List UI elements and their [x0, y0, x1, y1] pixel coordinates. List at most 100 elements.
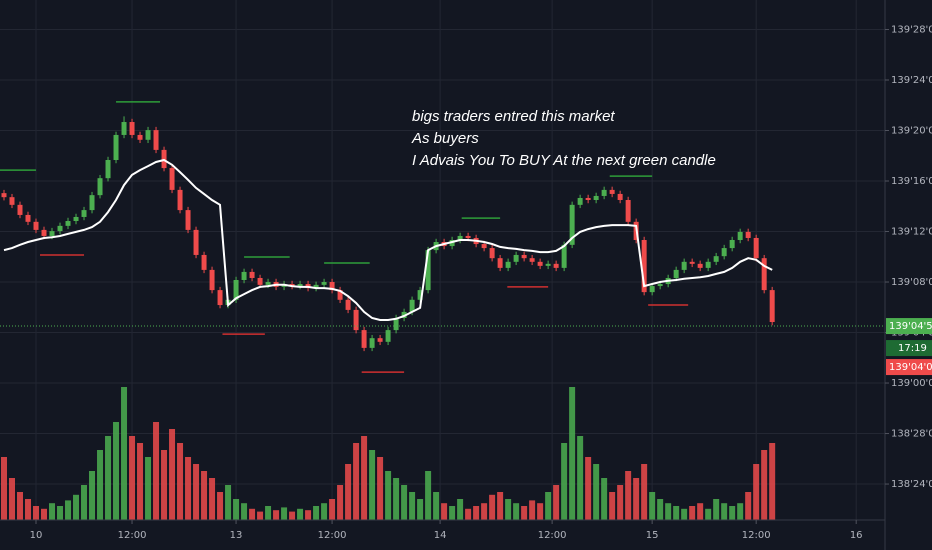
volume-bar: [105, 436, 112, 520]
candle-body: [449, 240, 455, 247]
volume-bar: [193, 464, 200, 520]
candle-body: [329, 282, 335, 291]
volume-bar: [313, 506, 320, 520]
candle-body: [265, 282, 271, 285]
candle-body: [393, 317, 399, 331]
candle-body: [577, 197, 583, 205]
volume-bar: [73, 494, 80, 520]
volume-bar: [633, 478, 640, 520]
candle-body: [1, 193, 7, 198]
candle-body: [185, 210, 191, 230]
volume-bar: [89, 471, 96, 520]
candle-body: [49, 231, 55, 236]
candle-body: [321, 282, 327, 285]
volume-bar: [57, 506, 64, 520]
candle-body: [417, 290, 423, 300]
candle-body: [489, 248, 495, 259]
volume-bar: [169, 429, 176, 520]
candle-body: [641, 240, 647, 293]
volume-bar: [689, 506, 696, 520]
volume-bar: [161, 450, 168, 520]
volume-bar: [281, 507, 288, 520]
volume-bar: [713, 499, 720, 520]
candle-body: [41, 229, 47, 236]
candle-body: [505, 261, 511, 268]
y-tick-label: 139'16'0: [891, 176, 932, 187]
candle-body: [377, 338, 383, 342]
candle-body: [457, 235, 463, 240]
y-tick-label: 139'24'0: [891, 75, 932, 86]
candle-body: [33, 221, 39, 230]
volume-bar: [521, 506, 528, 520]
candle-body: [81, 210, 87, 217]
candle-body: [369, 338, 375, 348]
volume-bar: [121, 387, 128, 520]
volume-bar: [113, 422, 120, 520]
volume-bar: [609, 492, 616, 520]
volume-bar: [33, 506, 40, 520]
volume-bar: [481, 503, 488, 520]
candle-body: [537, 261, 543, 266]
y-tick-label: 138'24'0: [891, 479, 932, 490]
volume-bar: [561, 443, 568, 520]
x-tick-label: 12:00: [742, 530, 771, 541]
volume-bar: [617, 485, 624, 520]
candle-body: [753, 237, 759, 259]
volume-bar: [9, 478, 16, 520]
candle-body: [337, 290, 343, 300]
x-tick-label: 13: [230, 530, 243, 541]
x-tick-label: 15: [646, 530, 659, 541]
volume-bar: [417, 499, 424, 520]
annotation: I Advais You To BUY At the next green ca…: [412, 152, 716, 169]
candle-body: [593, 195, 599, 200]
y-tick-label: 138'28'0: [891, 429, 932, 440]
candle-body: [465, 235, 471, 238]
y-tick-label: 139'20'0: [891, 126, 932, 137]
candle-body: [705, 261, 711, 268]
candle-body: [233, 280, 239, 300]
volume-pane: [1, 387, 776, 520]
candle-body: [137, 134, 143, 140]
candle-body: [601, 189, 607, 196]
candle-body: [201, 254, 207, 270]
candle-body: [241, 271, 247, 280]
volume-bar: [137, 443, 144, 520]
candle-body: [297, 284, 303, 287]
volume-bar: [201, 471, 208, 520]
volume-bar: [681, 508, 688, 520]
volume-bar: [545, 492, 552, 520]
moving-average: [3, 158, 773, 321]
candle-body: [249, 271, 255, 278]
candle-body: [617, 193, 623, 200]
volume-bar: [377, 457, 384, 520]
x-tick-label: 12:00: [118, 530, 147, 541]
volume-bar: [753, 464, 760, 520]
volume-bar: [737, 503, 744, 520]
x-tick-label: 10: [30, 530, 43, 541]
candle-body: [345, 299, 351, 310]
volume-bar: [449, 506, 456, 520]
axes: 139'28'0 139'24'0 139'20'0 139'16'0 139'12'0…: [30, 24, 932, 541]
y-tick-label: 139'08'0: [891, 277, 932, 288]
low-tag: [886, 359, 932, 376]
candle-body: [193, 229, 199, 255]
volume-bar: [457, 499, 464, 520]
candle-body: [737, 231, 743, 240]
candle-body: [209, 269, 215, 291]
volume-bar: [369, 450, 376, 520]
candle-body: [169, 168, 175, 190]
candle-body: [17, 204, 23, 215]
candle-body: [673, 269, 679, 278]
volume-bar: [257, 511, 264, 520]
candle-body: [513, 254, 519, 262]
volume-bar: [265, 506, 272, 520]
volume-bar: [649, 492, 656, 520]
volume-bar: [537, 503, 544, 520]
annotation: As buyers: [411, 130, 479, 147]
price-pane: [0, 101, 885, 373]
volume-bar: [153, 422, 160, 520]
volume-bar: [585, 457, 592, 520]
volume-bar: [297, 508, 304, 520]
volume-bar: [513, 503, 520, 520]
candle-body: [497, 258, 503, 268]
